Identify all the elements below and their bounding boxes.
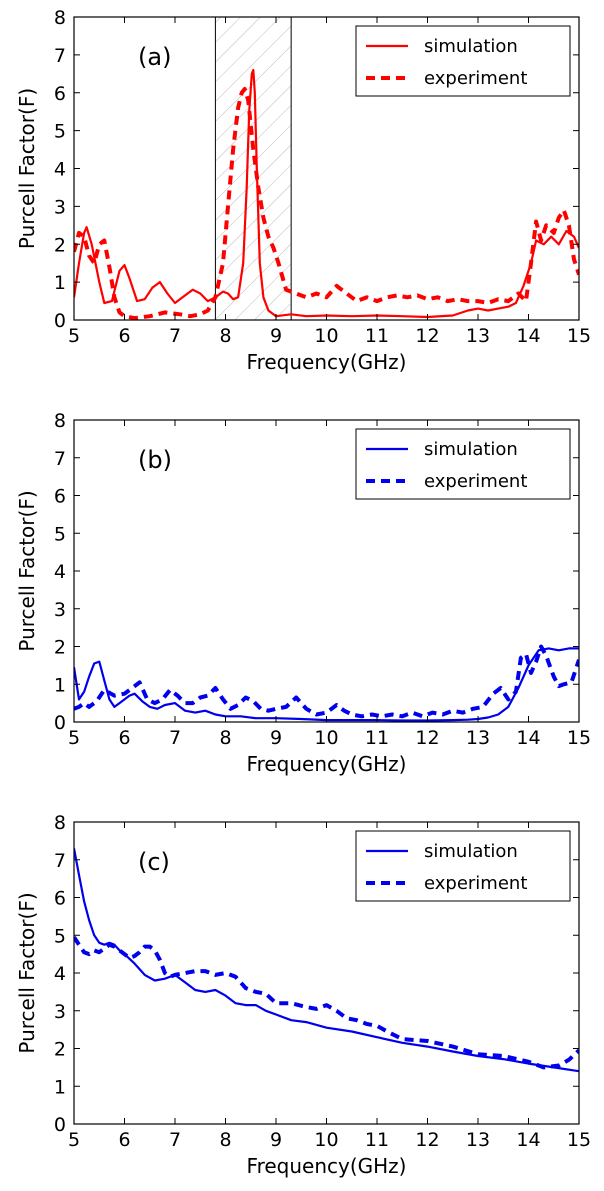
x-axis-label: Frequency(GHz) [247, 752, 407, 776]
legend: simulation experiment [355, 830, 571, 902]
y-tick-label: 0 [54, 712, 66, 734]
y-tick-label: 6 [54, 888, 66, 910]
x-tick-label: 12 [415, 325, 439, 347]
panel-3: 5 6 7 8 9 10 11 12 13 14 15012345678Frequency(GHz)… [15, 812, 591, 1178]
x-axis-label: Frequency(GHz) [247, 1154, 407, 1178]
legend-box [355, 25, 571, 97]
legend-box [355, 428, 571, 500]
y-tick-label: 4 [54, 963, 66, 985]
y-tick-label: 4 [54, 159, 66, 181]
y-tick-label: 6 [54, 83, 66, 105]
y-axis-label: Purcell Factor(F) [15, 88, 39, 249]
y-tick-label: 2 [54, 637, 66, 659]
highlight-band [215, 17, 292, 320]
x-tick-label: 8 [219, 325, 231, 347]
legend: simulation experiment [355, 428, 571, 500]
legend-box [355, 830, 571, 902]
panel-label: (c) [138, 848, 170, 876]
x-tick-label: 6 [118, 727, 130, 749]
x-tick-label: 14 [516, 325, 540, 347]
panel-1: 5 6 7 8 9 10 11 12 13 14 15012345678Frequency(GHz)… [15, 7, 591, 374]
x-tick-label: 10 [314, 727, 338, 749]
legend-entry: experiment [424, 471, 527, 492]
legend-entry: simulation [424, 36, 518, 57]
y-tick-label: 2 [54, 1039, 66, 1061]
x-tick-label: 10 [314, 1129, 338, 1151]
y-tick-label: 1 [54, 1076, 66, 1098]
x-tick-label: 12 [415, 727, 439, 749]
x-tick-label: 11 [365, 1129, 389, 1151]
x-tick-label: 14 [516, 1129, 540, 1151]
x-tick-label: 14 [516, 727, 540, 749]
x-tick-label: 8 [219, 727, 231, 749]
series-simulation [74, 68, 579, 319]
x-tick-label: 5 [68, 727, 80, 749]
x-tick-label: 7 [169, 325, 181, 347]
y-tick-label: 7 [54, 850, 66, 872]
y-tick-label: 6 [54, 486, 66, 508]
y-tick-label: 3 [54, 599, 66, 621]
x-tick-label: 6 [118, 1129, 130, 1151]
x-tick-label: 7 [169, 1129, 181, 1151]
y-tick-label: 1 [54, 674, 66, 696]
x-tick-label: 9 [270, 325, 282, 347]
x-tick-label: 6 [118, 325, 130, 347]
y-tick-label: 3 [54, 196, 66, 218]
x-tick-label: 8 [219, 1129, 231, 1151]
y-tick-label: 1 [54, 272, 66, 294]
y-tick-label: 7 [54, 45, 66, 67]
x-tick-label: 13 [466, 1129, 490, 1151]
x-tick-label: 10 [314, 325, 338, 347]
panel-2: 5 6 7 8 9 10 11 12 13 14 15012345678Frequency(GHz)… [15, 410, 591, 776]
legend-entry: simulation [424, 439, 518, 460]
x-tick-label: 13 [466, 325, 490, 347]
x-tick-label: 9 [270, 1129, 282, 1151]
panel-label: (b) [138, 446, 172, 474]
x-tick-label: 5 [68, 325, 80, 347]
x-tick-label: 9 [270, 727, 282, 749]
legend-entry: simulation [424, 841, 518, 862]
x-tick-label: 15 [567, 727, 591, 749]
y-tick-label: 5 [54, 523, 66, 545]
y-tick-label: 2 [54, 234, 66, 256]
series-experiment [74, 936, 579, 1070]
y-tick-label: 8 [54, 410, 66, 432]
x-axis-label: Frequency(GHz) [247, 350, 407, 374]
y-tick-label: 0 [54, 1114, 66, 1136]
x-tick-label: 15 [567, 325, 591, 347]
x-tick-label: 11 [365, 727, 389, 749]
y-tick-label: 5 [54, 121, 66, 143]
series-experiment [74, 644, 579, 719]
y-tick-label: 5 [54, 925, 66, 947]
legend-entry: experiment [424, 873, 527, 894]
y-axis-label: Purcell Factor(F) [15, 892, 39, 1053]
x-tick-label: 11 [365, 325, 389, 347]
y-tick-label: 7 [54, 448, 66, 470]
y-tick-label: 8 [54, 812, 66, 834]
y-axis-label: Purcell Factor(F) [15, 490, 39, 651]
legend-entry: experiment [424, 68, 527, 89]
series-experiment [74, 87, 579, 320]
series-simulation [74, 848, 579, 1073]
y-tick-label: 4 [54, 561, 66, 583]
x-tick-label: 12 [415, 1129, 439, 1151]
x-tick-label: 5 [68, 1129, 80, 1151]
y-tick-label: 0 [54, 310, 66, 332]
y-tick-label: 3 [54, 1001, 66, 1023]
x-tick-label: 7 [169, 727, 181, 749]
panel-label: (a) [138, 43, 171, 71]
y-tick-label: 8 [54, 7, 66, 29]
x-tick-label: 15 [567, 1129, 591, 1151]
legend: simulation experiment [355, 25, 571, 97]
x-tick-label: 13 [466, 727, 490, 749]
series-simulation [74, 647, 579, 722]
